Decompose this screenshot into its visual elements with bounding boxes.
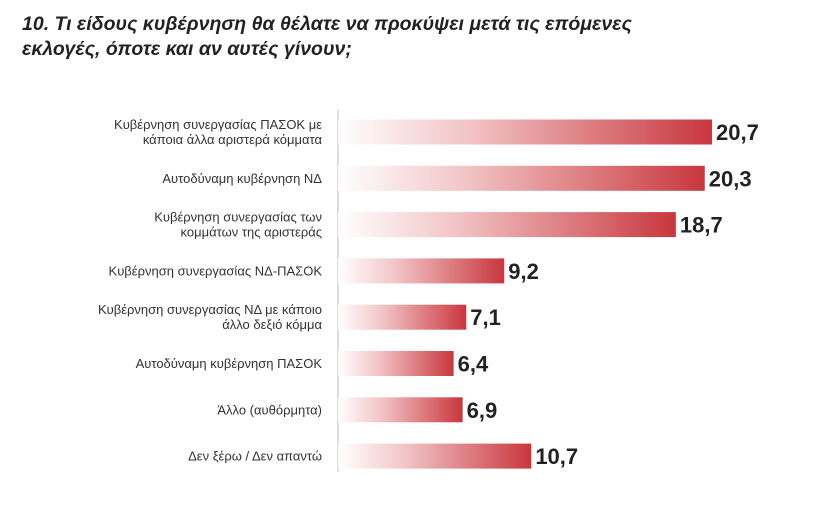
- bars-layer: 20,7 Κυβέρνηση συνεργασίας ΠΑΣΟΚ μεκάποια…: [98, 117, 759, 469]
- category-label-6-line-0: Άλλο (αυθόρμητα): [217, 402, 322, 417]
- value-label-1: 20,3: [709, 166, 752, 191]
- value-label-4: 7,1: [470, 305, 501, 330]
- bar-4: [338, 304, 467, 330]
- category-label-1-line-0: Αυτοδύναμη κυβέρνηση ΝΔ: [162, 171, 322, 186]
- value-label-0: 20,7: [716, 120, 759, 145]
- chart-title: 10. Τι είδους κυβέρνηση θα θέλατε να προ…: [22, 12, 802, 62]
- value-label-6: 6,9: [467, 398, 498, 423]
- bar-7: [338, 443, 532, 469]
- category-label-3-line-0: Κυβέρνηση συνεργασίας ΝΔ-ΠΑΣΟΚ: [109, 263, 323, 278]
- chart-title-line-1: 10. Τι είδους κυβέρνηση θα θέλατε να προ…: [22, 13, 632, 35]
- value-label-5: 6,4: [458, 352, 489, 377]
- category-label-2-line-1: κομμάτων της αριστεράς: [181, 225, 322, 240]
- category-label-4-line-0: Κυβέρνηση συνεργασίας ΝΔ με κάποιο: [98, 302, 322, 317]
- bar-1: [338, 165, 705, 191]
- category-label-5-line-0: Αυτοδύναμη κυβέρνηση ΠΑΣΟΚ: [136, 356, 323, 371]
- chart-title-line-2: εκλογές, όποτε και αν αυτές γίνουν;: [22, 38, 352, 60]
- category-label-0-line-1: κάποια άλλα αριστερά κόμματα: [143, 132, 323, 147]
- value-label-7: 10,7: [535, 444, 578, 469]
- value-label-2: 18,7: [680, 213, 723, 238]
- category-label-4-line-1: άλλο δεξιό κόμμα: [222, 317, 322, 332]
- bar-6: [338, 397, 463, 423]
- value-label-3: 9,2: [508, 259, 539, 284]
- bar-2: [338, 212, 676, 238]
- category-label-7-line-0: Δεν ξέρω / Δεν απαντώ: [188, 449, 322, 464]
- bar-3: [338, 258, 505, 284]
- category-label-2-line-0: Κυβέρνηση συνεργασίας των: [154, 210, 322, 225]
- bar-0: [338, 119, 712, 145]
- category-label-0-line-0: Κυβέρνηση συνεργασίας ΠΑΣΟΚ με: [114, 117, 322, 132]
- bar-5: [338, 351, 454, 376]
